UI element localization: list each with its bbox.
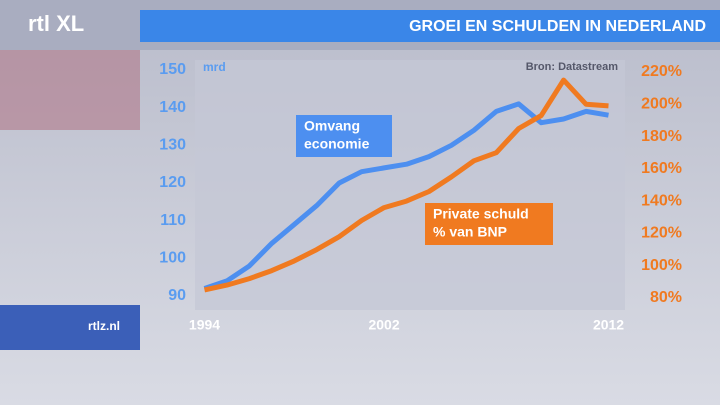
y2-tick-label: 140% (641, 192, 682, 209)
y-tick-label: 100 (159, 250, 186, 267)
line (203, 101, 609, 291)
y-tick-label: 120 (159, 174, 186, 191)
y2-tick-label: 160% (641, 160, 682, 177)
y-tick-label: 140 (159, 99, 186, 116)
y2-tick-label: 100% (641, 257, 682, 274)
x-tick-label: 2012 (593, 317, 624, 333)
line (203, 77, 609, 293)
legend-label: Omvang (304, 118, 360, 134)
side-bar (0, 305, 140, 350)
legend-label: Private schuld (433, 206, 529, 222)
y-tick-label: 110 (160, 212, 186, 229)
legend-box (425, 203, 553, 245)
x-tick-label: 1994 (189, 317, 220, 333)
x-tick-label: 2002 (368, 317, 399, 333)
title-band (140, 10, 720, 42)
legend-box (296, 115, 392, 157)
y-tick-label: 90 (168, 287, 186, 304)
y-tick-label: 130 (159, 137, 186, 154)
y2-tick-label: 80% (650, 289, 682, 306)
legend-label: % van BNP (433, 224, 507, 240)
site: rtlz.nl (88, 319, 120, 333)
legend-label: economie (304, 136, 370, 152)
source: Bron: Datastream (526, 61, 619, 73)
y2-tick-label: 180% (641, 128, 682, 145)
plot-panel (195, 60, 625, 310)
side-accent (0, 50, 140, 130)
y2-tick-label: 200% (641, 96, 682, 113)
logo: rtl XL (28, 11, 84, 36)
chart-title: GROEI EN SCHULDEN IN NEDERLAND (409, 18, 706, 35)
y2-tick-label: 220% (641, 63, 682, 80)
y2-tick-label: 120% (641, 225, 682, 242)
y-unit: mrd (203, 60, 226, 74)
y-tick-label: 150 (159, 61, 186, 78)
